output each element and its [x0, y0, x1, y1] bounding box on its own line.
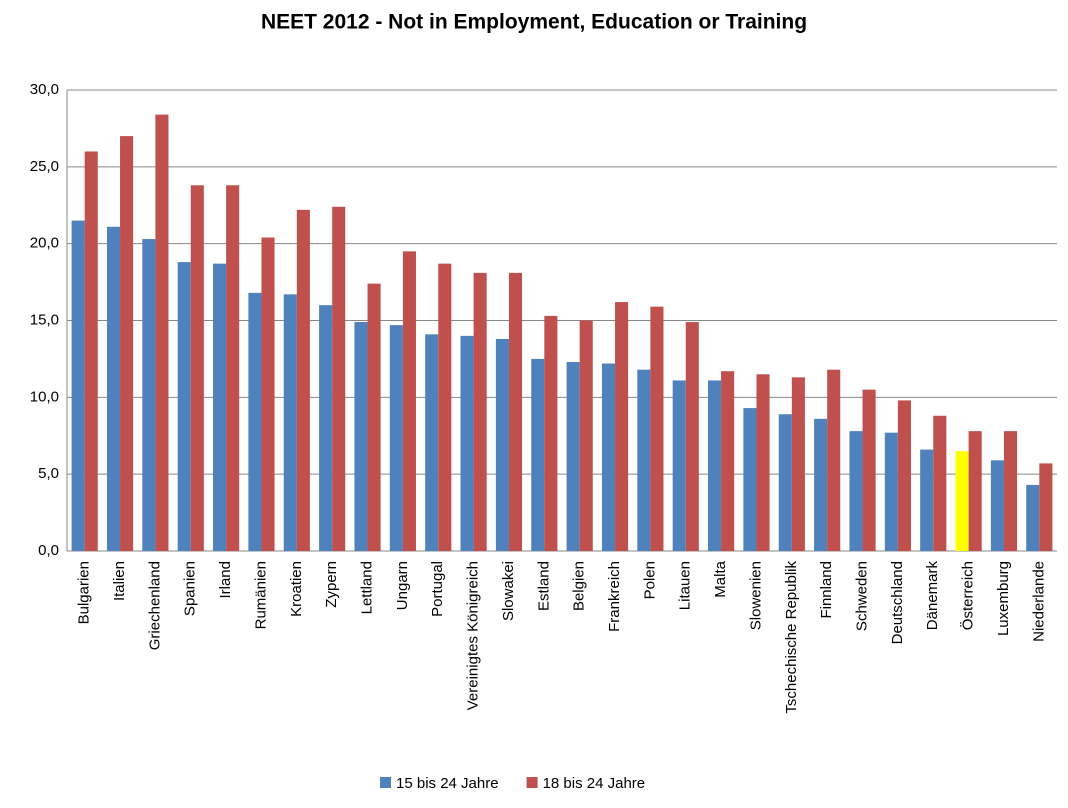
bar — [1026, 484, 1040, 551]
bar — [213, 263, 227, 551]
bar — [672, 380, 686, 551]
bar — [106, 226, 121, 551]
bar — [990, 460, 1004, 551]
bar — [438, 263, 452, 551]
bar — [473, 272, 487, 551]
bar — [495, 338, 509, 551]
x-tick-label: Litauen — [677, 561, 694, 610]
bar — [743, 408, 757, 551]
bar — [827, 369, 841, 551]
bar — [190, 185, 204, 552]
x-tick-label: Slowakei — [500, 561, 517, 621]
x-tick-label: Griechenland — [146, 561, 163, 650]
bar — [566, 361, 580, 551]
x-tick-label: Malta — [712, 560, 729, 597]
x-tick-label: Lettland — [359, 561, 376, 614]
bar — [425, 334, 439, 551]
y-tick-label: 0,0 — [38, 542, 59, 559]
bar — [897, 400, 911, 551]
bar — [778, 414, 792, 551]
x-tick-label: Italien — [111, 561, 128, 601]
x-tick-label: Finnland — [818, 561, 835, 619]
x-tick-label: Luxemburg — [995, 561, 1012, 636]
bar — [884, 432, 898, 551]
bar — [389, 325, 403, 551]
bar — [155, 114, 169, 551]
bar — [71, 220, 85, 551]
x-tick-label: Niederlande — [1030, 561, 1047, 642]
bar — [460, 335, 474, 551]
x-tick-label: Ungarn — [394, 561, 411, 610]
x-tick-label: Spanien — [182, 561, 199, 616]
x-tick-label: Belgien — [571, 561, 588, 611]
bar — [615, 302, 629, 551]
bar — [402, 251, 416, 551]
x-tick-label: Österreich — [959, 561, 977, 630]
bar — [862, 389, 876, 551]
x-tick-label: Dänemark — [924, 561, 941, 631]
y-tick-label: 15,0 — [30, 311, 59, 328]
x-tick-label: Tschechische Republik — [783, 561, 800, 714]
bar — [1003, 431, 1018, 551]
bar — [367, 283, 381, 551]
y-tick-label: 5,0 — [38, 465, 59, 482]
legend-label: 15 bis 24 Jahre — [396, 775, 499, 792]
bar — [226, 185, 240, 552]
bar — [531, 358, 545, 551]
x-tick-label: Polen — [641, 561, 658, 599]
bar — [120, 136, 134, 551]
x-tick-label: Vereinigtes Königreich — [465, 561, 482, 710]
bar — [849, 431, 863, 551]
bar — [968, 431, 982, 551]
x-tick-label: Estland — [535, 561, 552, 611]
legend-label: 18 bis 24 Jahre — [543, 775, 646, 792]
bar — [579, 320, 593, 551]
bar — [685, 322, 699, 551]
bar — [296, 209, 310, 552]
bar — [601, 363, 616, 551]
bar — [708, 380, 722, 551]
bar — [637, 369, 651, 551]
bar — [142, 239, 156, 551]
x-tick-label: Frankreich — [606, 561, 623, 632]
y-tick-label: 10,0 — [30, 388, 59, 405]
bar — [650, 306, 664, 551]
x-tick-label: Deutschland — [889, 561, 906, 644]
bar — [508, 272, 523, 551]
bar — [248, 292, 262, 551]
x-tick-label: Portugal — [429, 561, 446, 617]
bar — [721, 371, 735, 551]
y-tick-label: 20,0 — [30, 235, 59, 252]
legend-swatch — [526, 777, 538, 788]
y-tick-label: 25,0 — [30, 158, 59, 175]
bar — [283, 294, 297, 551]
bar — [84, 151, 98, 551]
x-tick-label: Rumänien — [252, 561, 269, 629]
bar — [354, 322, 368, 551]
legend-swatch — [380, 777, 391, 788]
bar — [791, 377, 805, 551]
bar — [319, 305, 333, 551]
bar — [756, 374, 770, 551]
bar — [544, 315, 558, 551]
bar — [955, 451, 969, 551]
x-tick-label: Irland — [217, 561, 234, 599]
x-tick-label: Bulgarien — [76, 561, 93, 624]
bar — [332, 206, 346, 551]
x-tick-label: Schweden — [854, 561, 871, 631]
bar — [920, 449, 934, 551]
x-tick-label: Kroatien — [288, 561, 305, 617]
bar — [933, 415, 947, 551]
x-tick-label: Zypern — [323, 561, 340, 608]
x-tick-label: Slowenien — [747, 561, 764, 630]
bar — [177, 262, 191, 551]
bar — [261, 237, 275, 551]
bar — [814, 418, 828, 551]
y-tick-label: 30,0 — [30, 81, 59, 98]
bar — [1039, 463, 1053, 551]
chart-title: NEET 2012 - Not in Employment, Education… — [261, 11, 807, 34]
